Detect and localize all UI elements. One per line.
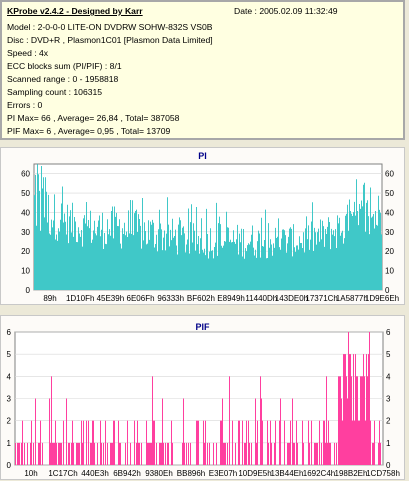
pif-stats-line: PIF Max= 6 , Average= 0,95 , Total= 1370… [7, 126, 171, 136]
y-tick-label-left: 60 [21, 170, 30, 179]
x-tick-label: E3E07h [209, 469, 237, 478]
x-tick-label: 10D9E5h [238, 469, 271, 478]
y-tick-label-right: 5 [386, 350, 391, 359]
y-tick-label-left: 20 [21, 247, 30, 256]
x-tick-label: 96333h [157, 294, 184, 303]
x-tick-label: 1692C4h [303, 469, 335, 478]
pif-chart-title: PIF [195, 322, 210, 332]
series-group [34, 164, 382, 290]
x-tick-label: 198B2Eh [335, 469, 368, 478]
y-tick-label-left: 10 [21, 267, 30, 276]
y-tick-label-right: 60 [385, 170, 394, 179]
pi-chart-title: PI [198, 151, 207, 161]
x-tick-label: BB896h [177, 469, 205, 478]
y-tick-label-right: 20 [385, 247, 394, 256]
y-tick-label-right: 1 [386, 439, 391, 448]
x-tick-label: 143DE0h [275, 294, 308, 303]
speed-line: Speed : 4x [7, 48, 49, 58]
x-tick-label: 13B44Eh [271, 469, 304, 478]
scanned-range-line: Scanned range : 0 - 1958818 [7, 74, 119, 84]
y-tick-label-right: 4 [386, 372, 391, 381]
x-tick-label: 6B942h [113, 469, 141, 478]
disc-line: Disc : DVD+R , Plasmon1C01 [Plasmon Data… [7, 35, 213, 45]
y-tick-label-left: 0 [7, 461, 12, 470]
y-tick-label-left: 2 [7, 417, 12, 426]
y-tick-label-right: 3 [386, 395, 391, 404]
app-title: KProbe v2.4.2 - Designed by Karr [7, 6, 143, 16]
x-tick-label: 1C17Ch [48, 469, 77, 478]
x-tick-label: 10h [24, 469, 37, 478]
pif-chart-panel: PIF 0 0 1 1 2 2 3 3 4 4 5 5 6 6 10h 1C17Ch 440E3h 6B942h 9… [0, 315, 405, 480]
y-tick-label-right: 50 [385, 189, 394, 198]
pi-chart-panel: PI 0 0 10 10 20 20 30 30 40 40 50 50 60 60 89h 1D10Fh 45… [0, 147, 405, 305]
x-tick-label: 17371Ch [305, 294, 337, 303]
x-tick-label: 1CD758h [366, 469, 400, 478]
y-tick-label-left: 6 [7, 328, 12, 337]
info-panel: KProbe v2.4.2 - Designed by Karr Date : … [0, 0, 405, 140]
x-tick-label: BF602h [187, 294, 215, 303]
y-tick-label-left: 5 [7, 350, 12, 359]
y-tick-label-right: 6 [386, 328, 391, 337]
y-tick-label-left: 40 [21, 208, 30, 217]
y-tick-label-left: 30 [21, 228, 30, 237]
y-tick-label-left: 1 [7, 439, 12, 448]
errors-line: Errors : 0 [7, 100, 43, 110]
x-tick-label: 6E06Fh [127, 294, 155, 303]
y-tick-label-left: 0 [26, 286, 31, 295]
x-tick-label: 1A5877h [336, 294, 368, 303]
y-tick-label-right: 40 [385, 208, 394, 217]
ecc-line: ECC blocks sum (PI/PIF) : 8/1 [7, 61, 122, 71]
x-tick-label: 1D10Fh [66, 294, 94, 303]
y-tick-label-right: 0 [385, 286, 390, 295]
pif-chart: 0 0 1 1 2 2 3 3 4 4 5 5 6 6 10h 1C17Ch 440E3h 6B942h 9380E… [7, 328, 400, 478]
y-tick-label-right: 0 [386, 461, 391, 470]
x-tick-label: 89h [43, 294, 56, 303]
y-tick-label-left: 3 [7, 395, 12, 404]
pi-chart: 0 0 10 10 20 20 30 30 40 40 50 50 60 60 89h 1D10Fh 45E39… [21, 163, 399, 303]
x-tick-label: E8949h [217, 294, 245, 303]
y-tick-label-right: 30 [385, 228, 394, 237]
pi-stats-line: PI Max= 66 , Average= 26,84 , Total= 387… [7, 113, 180, 123]
sampling-count-line: Sampling count : 106315 [7, 87, 103, 97]
series-group [15, 332, 381, 465]
model-line: Model : 2-0-0-0 LITE-ON DVDRW SOHW-832S … [7, 22, 213, 32]
y-tick-label-left: 4 [7, 372, 12, 381]
x-tick-label: 440E3h [81, 469, 109, 478]
x-tick-label: 1D9E6Eh [365, 294, 399, 303]
y-tick-label-right: 10 [385, 267, 394, 276]
scan-date: Date : 2005.02.09 11:32:49 [234, 6, 338, 16]
x-tick-label: 9380Eh [145, 469, 173, 478]
x-tick-label: 45E39h [97, 294, 125, 303]
x-tick-label: 11440Dh [245, 294, 277, 303]
y-tick-label-right: 2 [386, 417, 391, 426]
y-tick-label-left: 50 [21, 189, 30, 198]
